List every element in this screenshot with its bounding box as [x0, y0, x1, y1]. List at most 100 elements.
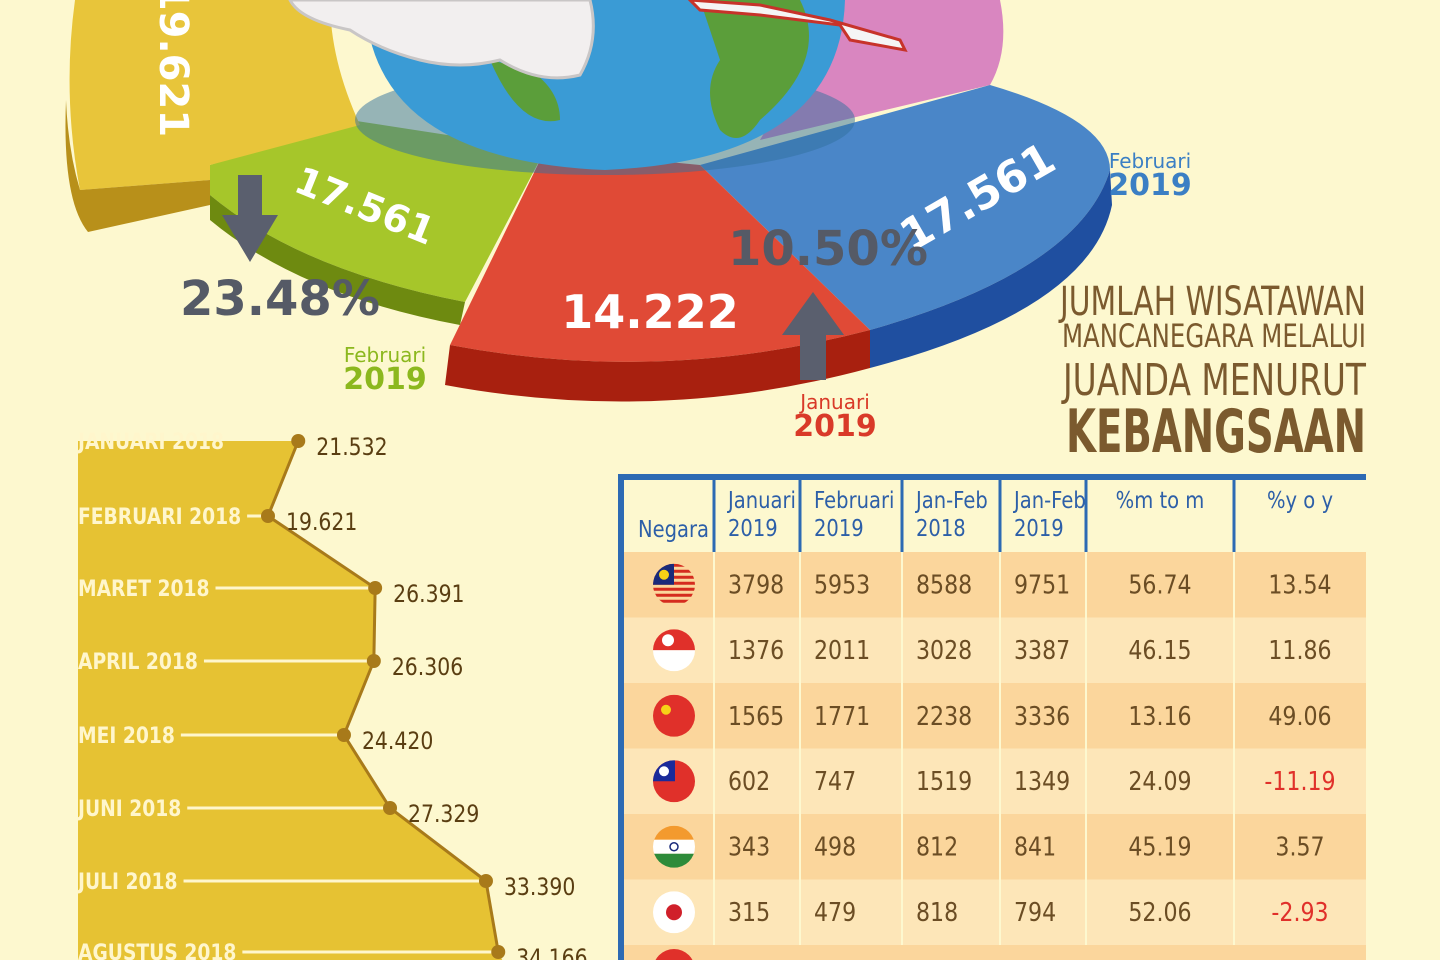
month-label: APRIL 2018 [78, 649, 198, 675]
table-cell: 2011 [814, 636, 870, 666]
header-cell: 2019 [728, 516, 778, 543]
pie-green [210, 120, 545, 302]
table-left-border [618, 474, 624, 960]
flag-part [666, 904, 682, 921]
value-label: 24.420 [362, 727, 433, 755]
table-cell: 46.15 [1128, 636, 1191, 666]
up-arrow [782, 292, 844, 380]
value-label: 21.532 [316, 433, 387, 461]
data-point [261, 509, 276, 523]
header-cell: %m to m [1116, 488, 1205, 515]
pie-yellow [69, 0, 360, 190]
flag-part [653, 825, 695, 840]
header-cell: Jan-Feb [1012, 488, 1086, 515]
table-cell: 794 [1014, 898, 1056, 928]
flag-body [653, 629, 695, 672]
table-cell: 49.06 [1268, 701, 1331, 731]
header-cell: Jan-Feb [914, 488, 988, 515]
table-cell: 841 [1014, 832, 1056, 862]
table-cell: 11.86 [1268, 636, 1331, 666]
flag-part [659, 766, 669, 777]
data-point [383, 801, 398, 815]
pie-red [450, 150, 870, 362]
table-row [624, 814, 1366, 880]
flag-body [653, 760, 695, 803]
table-cell: 602 [728, 767, 770, 797]
table-cell: 812 [916, 832, 958, 862]
header-cell: Februari [814, 488, 894, 515]
value-label: 26.391 [393, 580, 464, 608]
period-year: 2019 [1108, 168, 1192, 203]
monthly-chart: JANUARI 2018 21.532 FEBRUARI 2018 19.621 MAR… [76, 429, 588, 960]
table-cell: -11.19 [1264, 767, 1335, 797]
table-cell: 52.06 [1128, 898, 1191, 928]
table-cell: 24.09 [1128, 767, 1191, 797]
flag-part [653, 629, 695, 651]
area [78, 441, 503, 960]
flag-part [653, 593, 695, 597]
segment-label: 14.222 [561, 285, 739, 339]
title-line: JUMLAH WISATAWAN [1058, 279, 1366, 325]
pie-red-side [445, 330, 870, 402]
data-point [291, 434, 306, 448]
table-cell: 5953 [814, 570, 870, 600]
data-point [491, 945, 506, 959]
period-year: 2019 [343, 362, 427, 397]
table-cell: 1519 [916, 767, 972, 797]
pie-yellow-side [65, 100, 210, 232]
pie-blue-side [870, 170, 1112, 368]
data-point [366, 654, 381, 668]
flag [655, 949, 693, 960]
value-label: 26.306 [392, 653, 463, 681]
header-cell: 2018 [916, 516, 966, 543]
flag-part [653, 839, 695, 854]
table-cell: 1771 [814, 701, 870, 731]
data-point [478, 874, 493, 888]
table-cell: 479 [814, 898, 856, 928]
period-month: Februari [344, 343, 426, 367]
month-label: AGUSTUS 2018 [78, 940, 236, 960]
title-line: JUANDA MENURUT [1061, 355, 1366, 406]
change-label: 23.48% [180, 271, 380, 327]
value-label: 33.390 [504, 873, 575, 901]
flag [653, 825, 695, 868]
flag-part [661, 704, 671, 715]
month-label: FEBRUARI 2018 [78, 504, 241, 530]
table-cell: 498 [814, 832, 856, 862]
header-cell: %y o y [1267, 488, 1333, 515]
flag-body [653, 825, 695, 868]
table-row [624, 617, 1366, 683]
header-cell: Negara [638, 517, 709, 544]
table-cell: 3387 [1014, 636, 1070, 666]
month-label: MEI 2018 [78, 723, 175, 749]
flag-part [662, 634, 674, 647]
table-partial-row [624, 945, 1366, 960]
table-cell: 3028 [916, 636, 972, 666]
table-cell: 3336 [1014, 701, 1070, 731]
table-row [624, 879, 1366, 945]
table-cell: 13.16 [1128, 701, 1191, 731]
table-cell: 3798 [728, 570, 784, 600]
table-cell: 2238 [916, 701, 972, 731]
flag-part [659, 569, 669, 580]
table-cell: 13.54 [1268, 570, 1331, 600]
flag [653, 629, 695, 672]
table-cell: 1376 [728, 636, 784, 666]
value-label: 19.621 [286, 508, 357, 536]
month-label: MARET 2018 [78, 576, 210, 602]
trend-line [266, 440, 500, 953]
period-month: Januari [798, 390, 870, 414]
flag-part [653, 853, 695, 868]
table-row [624, 683, 1366, 749]
down-arrow [222, 175, 278, 262]
value-label: 34.166 [516, 944, 587, 960]
table-cell: 343 [728, 832, 770, 862]
table-row [624, 552, 1366, 618]
flag-part [653, 587, 695, 591]
globe-land [490, 60, 560, 122]
change-label: 10.50% [728, 221, 928, 277]
table-cell: 315 [728, 898, 770, 928]
